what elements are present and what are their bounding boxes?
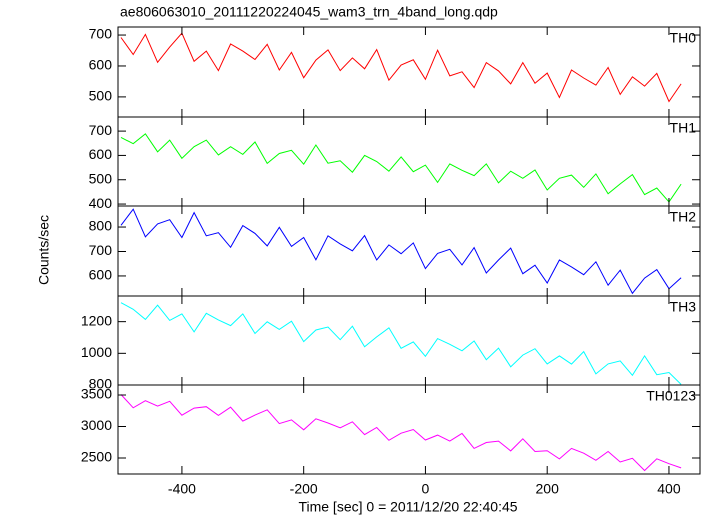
x-tick-label: -400 — [168, 481, 196, 497]
x-tick-label: 200 — [536, 481, 560, 497]
series-line — [120, 133, 682, 203]
y-tick-label: 500 — [89, 88, 113, 104]
y-axis-label: Counts/sec — [36, 215, 52, 285]
panel-label: TH3 — [670, 299, 697, 315]
y-tick-label: 800 — [89, 376, 113, 392]
x-tick-label: 0 — [422, 481, 430, 497]
y-tick-label: 400 — [89, 195, 113, 211]
y-tick-label: 1200 — [81, 312, 112, 328]
panel-frame — [117, 205, 701, 297]
panel-label: TH1 — [670, 120, 697, 136]
y-tick-label: 600 — [89, 57, 113, 73]
series-line — [120, 32, 682, 103]
y-tick-label: 700 — [89, 26, 113, 42]
y-tick-label: 800 — [89, 218, 113, 234]
panel-label: TH0123 — [646, 388, 696, 404]
x-tick-label: 400 — [657, 481, 681, 497]
y-tick-label: 700 — [89, 122, 113, 138]
y-tick-label: 500 — [89, 170, 113, 186]
series-line — [120, 302, 682, 385]
y-tick-label: 700 — [89, 242, 113, 258]
panel-label: TH2 — [670, 209, 697, 225]
chart-title: ae806063010_20111220224045_wam3_trn_4ban… — [120, 4, 498, 20]
y-tick-label: 3500 — [81, 386, 112, 402]
panel-label: TH0 — [670, 30, 697, 46]
x-axis-label: Time [sec] 0 = 2011/12/20 22:40:45 — [298, 499, 517, 515]
y-tick-label: 3000 — [81, 417, 112, 433]
panel-frame — [117, 295, 701, 386]
series-line — [120, 394, 682, 472]
panel-frame — [117, 26, 701, 118]
panel-frame — [117, 384, 701, 475]
x-tick-label: -200 — [290, 481, 318, 497]
series-line — [120, 208, 682, 295]
y-tick-label: 600 — [89, 146, 113, 162]
panel-frame — [117, 116, 701, 207]
y-tick-label: 2500 — [81, 449, 112, 465]
y-tick-label: 600 — [89, 267, 113, 283]
y-tick-label: 1000 — [81, 344, 112, 360]
